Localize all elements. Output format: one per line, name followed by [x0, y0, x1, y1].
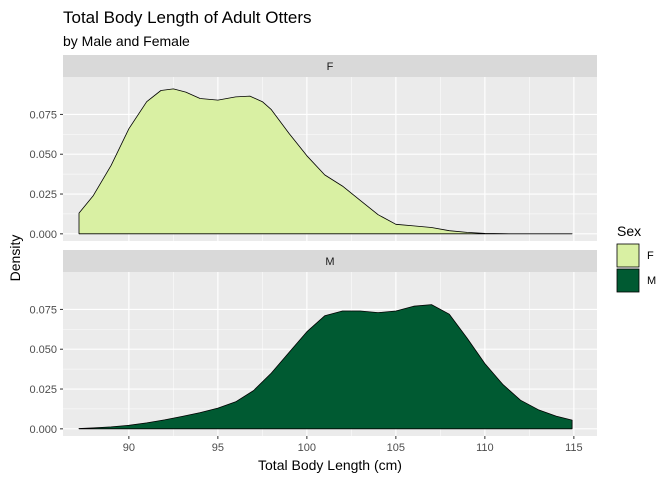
- y-axis-m: 0.000 0.025 0.050 0.075: [29, 304, 63, 436]
- legend-key-f: [616, 243, 640, 268]
- y-tick-label-m: 0.025: [29, 384, 57, 396]
- y-tick-label-m: 0.050: [29, 344, 57, 356]
- density-area-m: [78, 304, 573, 430]
- x-tick-label: 90: [123, 442, 135, 454]
- legend-title: Sex: [617, 223, 641, 239]
- legend-key-m: [616, 268, 640, 293]
- chart-title: Total Body Length of Adult Otters: [63, 8, 312, 27]
- y-tick-label-m: 0.000: [29, 424, 57, 436]
- x-tick-label: 105: [387, 442, 405, 454]
- y-tick-label-f: 0.000: [29, 229, 57, 241]
- density-area-f: [78, 88, 573, 235]
- strip-f: [63, 55, 597, 77]
- x-tick-label: 100: [298, 442, 316, 454]
- strip-m: [63, 250, 597, 272]
- y-tick-label-f: 0.025: [29, 189, 57, 201]
- density-area-m: [78, 304, 573, 430]
- legend: Sex F M: [616, 223, 656, 293]
- strip-label-m: M: [325, 256, 334, 268]
- y-tick-label-m: 0.075: [29, 304, 57, 316]
- y-tick-label-f: 0.075: [29, 109, 57, 121]
- density-area-f: [78, 88, 573, 235]
- strip-label-f: F: [327, 61, 334, 73]
- y-axis-title: Density: [7, 235, 23, 282]
- legend-label-m: M: [647, 275, 656, 287]
- x-tick-label: 115: [565, 442, 583, 454]
- x-axis-title: Total Body Length (cm): [258, 457, 402, 473]
- chart-subtitle: by Male and Female: [63, 33, 190, 49]
- x-tick-label: 110: [476, 442, 494, 454]
- facet-panel-m: M: [63, 250, 597, 436]
- facet-panel-f: F: [63, 55, 597, 241]
- legend-label-f: F: [647, 250, 654, 262]
- x-axis: 90 95 100 105 110 115: [123, 436, 583, 454]
- x-tick-label: 95: [212, 442, 224, 454]
- y-tick-label-f: 0.050: [29, 149, 57, 161]
- y-axis-f: 0.000 0.025 0.050 0.075: [29, 109, 63, 241]
